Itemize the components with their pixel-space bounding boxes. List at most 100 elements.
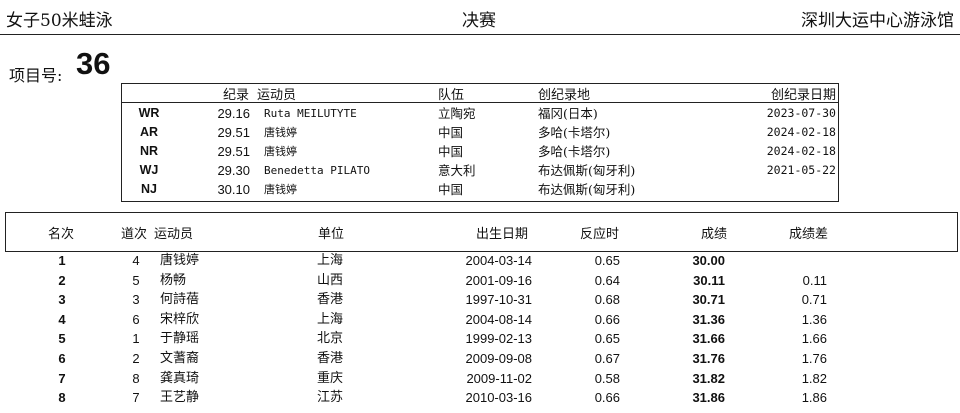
result-dob: 2009-11-02 bbox=[466, 370, 532, 386]
result-time: 30.00 bbox=[692, 253, 725, 268]
col-diff: 成绩差 bbox=[789, 227, 829, 242]
result-reaction: 0.66 bbox=[594, 311, 620, 327]
record-place: 福冈(日本) bbox=[538, 106, 598, 121]
result-row: 4 6 宋梓欣 上海 2004-08-14 0.66 31.36 1.36 bbox=[0, 310, 960, 329]
result-rank: 5 bbox=[58, 331, 66, 347]
result-row: 6 2 文蓍裔 香港 2009-09-08 0.67 31.76 1.76 bbox=[0, 349, 960, 368]
record-row: WJ 29.30 Benedetta PILATO 意大利 布达佩斯(匈牙利) 2021-… bbox=[122, 161, 838, 180]
event-title: 女子50米蛙泳 bbox=[6, 11, 113, 31]
result-diff: 0.71 bbox=[801, 292, 827, 308]
record-time: 29.51 bbox=[217, 144, 250, 159]
col-rank: 名次 bbox=[48, 227, 75, 242]
col-place: 创纪录地 bbox=[538, 88, 591, 103]
result-diff: 0.11 bbox=[802, 272, 827, 288]
result-unit: 江苏 bbox=[316, 390, 343, 406]
result-reaction: 0.65 bbox=[594, 331, 620, 347]
result-time: 31.66 bbox=[692, 331, 725, 347]
record-row: NJ 30.10 唐钱婷 中国 布达佩斯(匈牙利) bbox=[122, 180, 838, 199]
record-team: 立陶宛 bbox=[438, 106, 476, 121]
result-row: 5 1 于静瑶 北京 1999-02-13 0.65 31.66 1.66 bbox=[0, 329, 960, 348]
result-unit: 香港 bbox=[316, 351, 343, 366]
col-dob: 出生日期 bbox=[476, 227, 529, 242]
result-dob: 2004-03-14 bbox=[465, 253, 533, 268]
result-dob: 2001-09-16 bbox=[465, 272, 533, 288]
result-lane: 6 bbox=[132, 311, 140, 327]
record-place: 布达佩斯(匈牙利) bbox=[538, 163, 636, 178]
result-row: 1 4 唐钱婷 上海 2004-03-14 0.65 30.00 bbox=[0, 251, 960, 270]
result-rank: 8 bbox=[58, 390, 66, 406]
results-header: 名次 道次 运动员 单位 出生日期 反应时 成绩 成绩差 bbox=[5, 212, 958, 252]
result-diff: 1.76 bbox=[801, 351, 827, 366]
result-rank: 3 bbox=[58, 292, 66, 308]
result-diff: 1.86 bbox=[801, 390, 827, 406]
record-date: 2023-07-30 bbox=[766, 106, 836, 120]
record-team: 意大利 bbox=[438, 163, 476, 178]
record-time: 29.30 bbox=[217, 163, 250, 178]
record-code: AR bbox=[139, 125, 159, 139]
result-row: 3 3 何詩蓓 香港 1997-10-31 0.68 30.71 0.71 bbox=[0, 290, 960, 309]
result-athlete: 唐钱婷 bbox=[160, 253, 200, 268]
result-reaction: 0.65 bbox=[594, 253, 620, 268]
record-row: AR 29.51 唐钱婷 中国 多哈(卡塔尔) 2024-02-18 bbox=[122, 123, 838, 142]
result-reaction: 0.67 bbox=[594, 351, 620, 366]
record-row: WR 29.16 Ruta MEILUTYTE 立陶宛 福冈(日本) 2023-07-30 bbox=[122, 104, 838, 123]
result-row: 7 8 龚真琦 重庆 2009-11-02 0.58 31.82 1.82 bbox=[0, 369, 960, 388]
result-athlete: 杨畅 bbox=[160, 272, 187, 288]
record-place: 布达佩斯(匈牙利) bbox=[538, 182, 636, 197]
col-lane: 道次 bbox=[121, 227, 148, 242]
record-athlete: 唐钱婷 bbox=[264, 126, 297, 139]
result-unit: 香港 bbox=[316, 292, 343, 308]
result-dob: 1997-10-31 bbox=[465, 292, 533, 308]
result-unit: 上海 bbox=[316, 311, 343, 327]
record-date: 2024-02-18 bbox=[766, 144, 836, 158]
col-athlete: 运动员 bbox=[257, 88, 297, 103]
result-reaction: 0.58 bbox=[594, 370, 620, 386]
result-dob: 2009-09-08 bbox=[465, 351, 533, 366]
col-record: 纪录 bbox=[223, 88, 250, 103]
record-code: NJ bbox=[141, 182, 157, 196]
record-athlete: 唐钱婷 bbox=[264, 183, 297, 196]
col-reaction: 反应时 bbox=[580, 227, 620, 242]
event-number: 36 bbox=[76, 46, 111, 81]
result-time: 30.71 bbox=[692, 292, 725, 308]
result-athlete: 于静瑶 bbox=[160, 331, 200, 347]
record-date: 2021-05-22 bbox=[766, 163, 836, 177]
result-reaction: 0.66 bbox=[594, 390, 620, 406]
result-unit: 北京 bbox=[316, 331, 343, 347]
result-athlete: 何詩蓓 bbox=[160, 292, 200, 308]
result-athlete: 宋梓欣 bbox=[160, 311, 200, 327]
record-place: 多哈(卡塔尔) bbox=[538, 144, 611, 159]
result-lane: 8 bbox=[132, 370, 140, 386]
col-unit: 单位 bbox=[318, 227, 345, 242]
round-title: 决赛 bbox=[462, 11, 496, 31]
result-diff: 1.66 bbox=[801, 331, 827, 347]
result-rank: 2 bbox=[58, 272, 66, 288]
record-code: WJ bbox=[139, 163, 159, 177]
result-lane: 5 bbox=[132, 272, 140, 288]
col-team: 队伍 bbox=[438, 88, 465, 103]
record-place: 多哈(卡塔尔) bbox=[538, 125, 611, 140]
result-unit: 重庆 bbox=[316, 370, 343, 386]
result-dob: 2004-08-14 bbox=[465, 311, 533, 327]
record-team: 中国 bbox=[438, 144, 464, 159]
result-unit: 山西 bbox=[316, 272, 343, 288]
records-table: 纪录 运动员 队伍 创纪录地 创纪录日期 WR 29.16 Ruta MEILUTY… bbox=[121, 83, 839, 202]
result-time: 30.11 bbox=[693, 272, 725, 288]
record-team: 中国 bbox=[438, 182, 464, 197]
result-dob: 1999-02-13 bbox=[465, 331, 533, 347]
venue-title: 深圳大运中心游泳馆 bbox=[801, 11, 954, 31]
result-lane: 3 bbox=[132, 292, 140, 308]
record-time: 30.10 bbox=[217, 182, 250, 197]
event-number-label: 项目号: bbox=[9, 66, 63, 85]
record-time: 29.51 bbox=[217, 125, 250, 140]
result-rank: 6 bbox=[58, 351, 66, 366]
record-time: 29.16 bbox=[217, 106, 250, 121]
result-dob: 2010-03-16 bbox=[465, 390, 533, 406]
result-athlete: 王艺静 bbox=[160, 390, 200, 406]
col-athlete: 运动员 bbox=[154, 227, 194, 242]
record-code: WR bbox=[138, 106, 160, 120]
result-athlete: 文蓍裔 bbox=[160, 351, 200, 366]
record-team: 中国 bbox=[438, 125, 464, 140]
record-athlete: 唐钱婷 bbox=[264, 145, 297, 158]
result-lane: 2 bbox=[132, 351, 140, 366]
